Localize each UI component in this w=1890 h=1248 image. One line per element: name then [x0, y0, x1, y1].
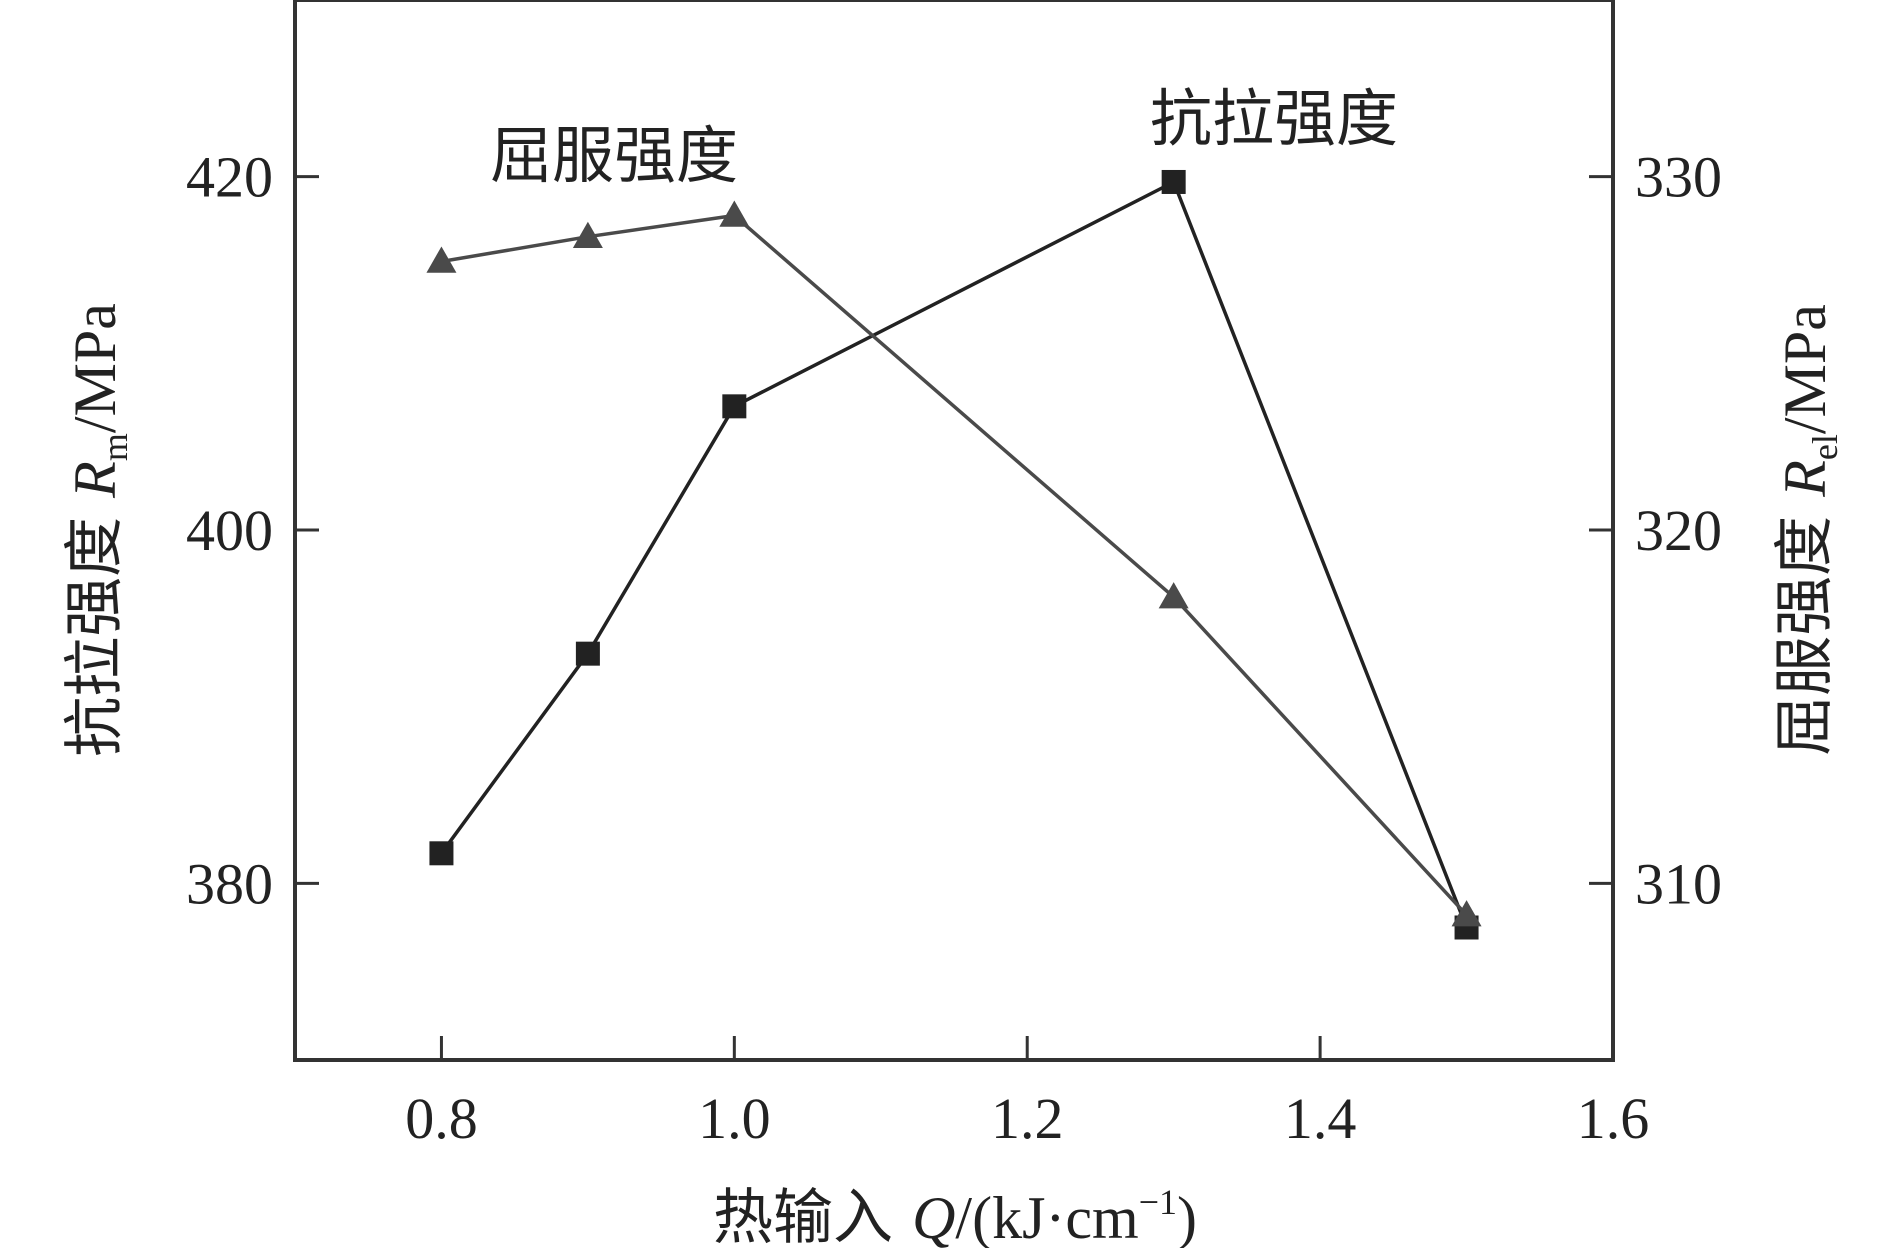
y-left-tick-label: 380: [186, 851, 273, 916]
y-right-unit: /MPa: [1772, 304, 1838, 434]
axis-tick-labels: 0.8 1.0 1.2 1.4 1.6 380 400 420 310 320 330: [186, 145, 1722, 1151]
annotation-yield: 屈服强度: [490, 119, 738, 192]
y-right-subscript: el: [1805, 434, 1845, 460]
series-markers: [426, 169, 1482, 940]
x-axis-unit: /(kJ·cm: [955, 1185, 1138, 1248]
y-left-title-prefix: 抗拉强度: [60, 498, 130, 757]
axis-ticks: [295, 175, 1615, 1060]
yield-point: [572, 221, 603, 248]
y-right-title-prefix: 屈服强度: [1770, 497, 1840, 756]
y-right-axis-title: 屈服强度 Rel/MPa: [1770, 304, 1845, 756]
x-tick-label: 1.4: [1284, 1086, 1357, 1151]
y-left-tick-label: 400: [186, 498, 273, 563]
yield-series-line: [441, 213, 1468, 917]
x-axis-title-prefix: 热输入: [713, 1183, 912, 1248]
yield-point: [719, 200, 750, 227]
tensile-point: [429, 841, 454, 866]
y-left-axis-title: 抗拉强度 Rm/MPa: [60, 303, 135, 757]
yield-point: [1158, 582, 1189, 609]
x-axis-title: 热输入 Q/(kJ·cm−1): [713, 1182, 1197, 1248]
x-axis-symbol: Q: [912, 1185, 955, 1248]
y-right-symbol: R: [1772, 460, 1838, 498]
y-left-unit: /MPa: [62, 303, 128, 433]
x-tick-label: 1.2: [991, 1086, 1064, 1151]
yield-point: [1451, 900, 1482, 927]
x-axis-unit-close: ): [1177, 1185, 1197, 1248]
y-left-subscript: m: [95, 433, 135, 461]
y-right-tick-label: 330: [1635, 145, 1722, 210]
tensile-series-line: [439, 180, 1469, 929]
x-tick-label: 1.0: [698, 1086, 771, 1151]
annotation-tensile: 抗拉强度: [1150, 82, 1398, 155]
y-right-tick-label: 320: [1635, 498, 1722, 563]
tensile-point: [575, 641, 600, 666]
y-left-tick-label: 420: [186, 145, 273, 210]
x-tick-label: 0.8: [405, 1086, 478, 1151]
tensile-point: [722, 394, 747, 419]
tensile-point: [1161, 169, 1186, 194]
y-left-symbol: R: [62, 461, 128, 499]
x-axis-unit-sup: −1: [1139, 1182, 1177, 1222]
series-lines: [439, 180, 1469, 929]
x-tick-label: 1.6: [1577, 1086, 1650, 1151]
yield-point: [426, 246, 457, 273]
y-right-tick-label: 310: [1635, 851, 1722, 916]
